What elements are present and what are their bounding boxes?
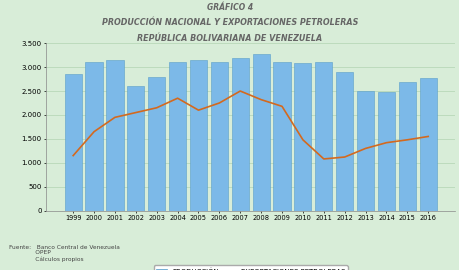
Bar <box>419 78 436 211</box>
Bar <box>294 63 311 211</box>
Bar <box>356 91 373 211</box>
Bar <box>148 77 165 211</box>
Text: PRODUCCIÓN NACIONAL Y EXPORTACIONES PETROLERAS: PRODUCCIÓN NACIONAL Y EXPORTACIONES PETR… <box>101 18 358 26</box>
Bar <box>64 74 82 211</box>
Legend: PRODUCCIÓN, EXPORTACIONES PETROLERAS: PRODUCCIÓN, EXPORTACIONES PETROLERAS <box>153 265 347 270</box>
Bar <box>127 86 144 211</box>
Text: REPÚBLICA BOLIVARIANA DE VENEZUELA: REPÚBLICA BOLIVARIANA DE VENEZUELA <box>137 34 322 43</box>
Text: Fuente:   Banco Central de Venezuela
              OPEP
              Cálculos p: Fuente: Banco Central de Venezuela OPEP … <box>9 245 120 262</box>
Bar <box>231 58 248 211</box>
Bar <box>106 60 123 211</box>
Bar <box>336 72 353 211</box>
Bar <box>252 54 269 211</box>
Bar <box>85 62 102 211</box>
Bar <box>314 62 332 211</box>
Text: GRÁFICO 4: GRÁFICO 4 <box>207 3 252 12</box>
Bar <box>190 60 207 211</box>
Bar <box>377 92 394 211</box>
Bar <box>210 62 228 211</box>
Bar <box>398 82 415 211</box>
Bar <box>273 62 290 211</box>
Bar <box>168 62 186 211</box>
